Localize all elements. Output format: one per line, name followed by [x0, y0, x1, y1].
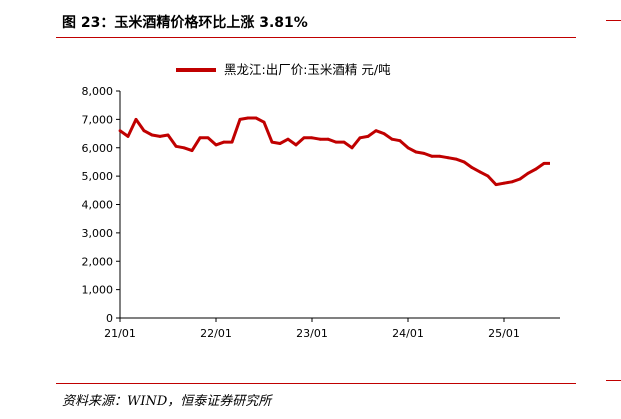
data-point [478, 170, 482, 174]
data-point [150, 133, 154, 137]
data-point [238, 118, 242, 121]
data-point [286, 137, 290, 141]
y-tick-label: 5,000 [82, 170, 114, 183]
data-point [454, 157, 458, 161]
data-point [214, 143, 218, 147]
data-point [342, 140, 346, 144]
x-tick-label: 23/01 [296, 327, 328, 340]
data-point [422, 152, 426, 155]
data-point [190, 149, 194, 153]
data-point [302, 136, 306, 140]
data-point [390, 137, 394, 141]
edge-mark-bottom [606, 380, 621, 381]
data-point [222, 140, 226, 144]
data-point [470, 166, 474, 170]
data-point [134, 118, 138, 121]
data-point [118, 129, 122, 133]
legend-label: 黑龙江:出厂价:玉米酒精 元/吨 [224, 62, 391, 77]
data-point [142, 129, 146, 133]
y-tick-label: 2,000 [82, 255, 114, 268]
legend: 黑龙江:出厂价:玉米酒精 元/吨 [176, 62, 391, 77]
x-tick-label: 24/01 [392, 327, 424, 340]
data-point [534, 167, 538, 171]
data-point [206, 136, 210, 140]
data-point [254, 116, 258, 120]
data-point [262, 120, 266, 124]
data-point [270, 140, 274, 144]
title-rule [56, 37, 576, 38]
y-axis: 0 1,000 2,000 3,000 4,000 5,000 6,000 7,000 8,00… [82, 85, 121, 325]
data-point [414, 150, 418, 154]
data-point [334, 140, 338, 144]
data-point [430, 154, 434, 158]
data-point [462, 160, 466, 164]
data-point [166, 133, 170, 137]
data-point [510, 180, 514, 184]
data-point [494, 183, 498, 187]
x-tick-label: 25/01 [488, 327, 520, 340]
data-point [438, 154, 442, 158]
y-tick-label: 4,000 [82, 199, 114, 212]
data-point [366, 135, 370, 138]
series-layer [118, 116, 550, 187]
y-tick-label: 8,000 [82, 85, 114, 98]
y-tick-label: 6,000 [82, 142, 114, 155]
series-line [119, 116, 550, 187]
data-point [294, 143, 298, 147]
y-tick-label: 3,000 [82, 227, 114, 240]
data-point [326, 137, 330, 141]
data-point [406, 146, 410, 150]
data-point [182, 146, 186, 150]
source-note: 资料来源：WIND，恒泰证券研究所 [62, 394, 272, 409]
data-point [310, 136, 314, 140]
data-point [230, 140, 234, 144]
data-point [350, 146, 354, 150]
source-rule [56, 383, 576, 384]
data-point [158, 135, 162, 138]
data-point [246, 116, 250, 120]
data-point [526, 171, 530, 175]
data-point [382, 132, 386, 136]
data-point [398, 139, 402, 143]
data-point [502, 181, 506, 185]
data-point [358, 136, 362, 140]
edge-mark-top [606, 20, 621, 21]
data-point [518, 177, 522, 181]
data-point [126, 135, 130, 138]
data-point [198, 136, 202, 140]
data-point [374, 129, 378, 133]
data-point [542, 162, 546, 165]
data-point [486, 174, 490, 178]
data-point [174, 144, 178, 148]
data-point [446, 156, 450, 160]
x-tick-label: 22/01 [200, 327, 232, 340]
y-tick-label: 7,000 [82, 113, 114, 126]
y-tick-label: 1,000 [82, 284, 114, 297]
x-tick-label: 21/01 [104, 327, 136, 340]
chart-title: 图 23：玉米酒精价格环比上涨 3.81% [62, 15, 308, 31]
x-axis: 21/01 22/01 23/01 24/01 25/01 [104, 317, 560, 340]
data-point [278, 142, 282, 145]
y-tick-label: 0 [106, 312, 113, 325]
data-point [318, 137, 322, 141]
